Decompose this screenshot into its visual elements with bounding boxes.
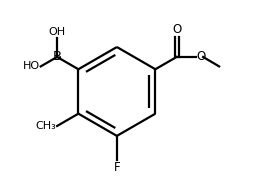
Text: O: O <box>196 50 205 63</box>
Text: O: O <box>172 23 181 36</box>
Text: HO: HO <box>23 61 40 71</box>
Text: B: B <box>53 50 62 63</box>
Text: F: F <box>114 161 120 174</box>
Text: OH: OH <box>49 27 66 37</box>
Text: CH₃: CH₃ <box>35 121 56 131</box>
